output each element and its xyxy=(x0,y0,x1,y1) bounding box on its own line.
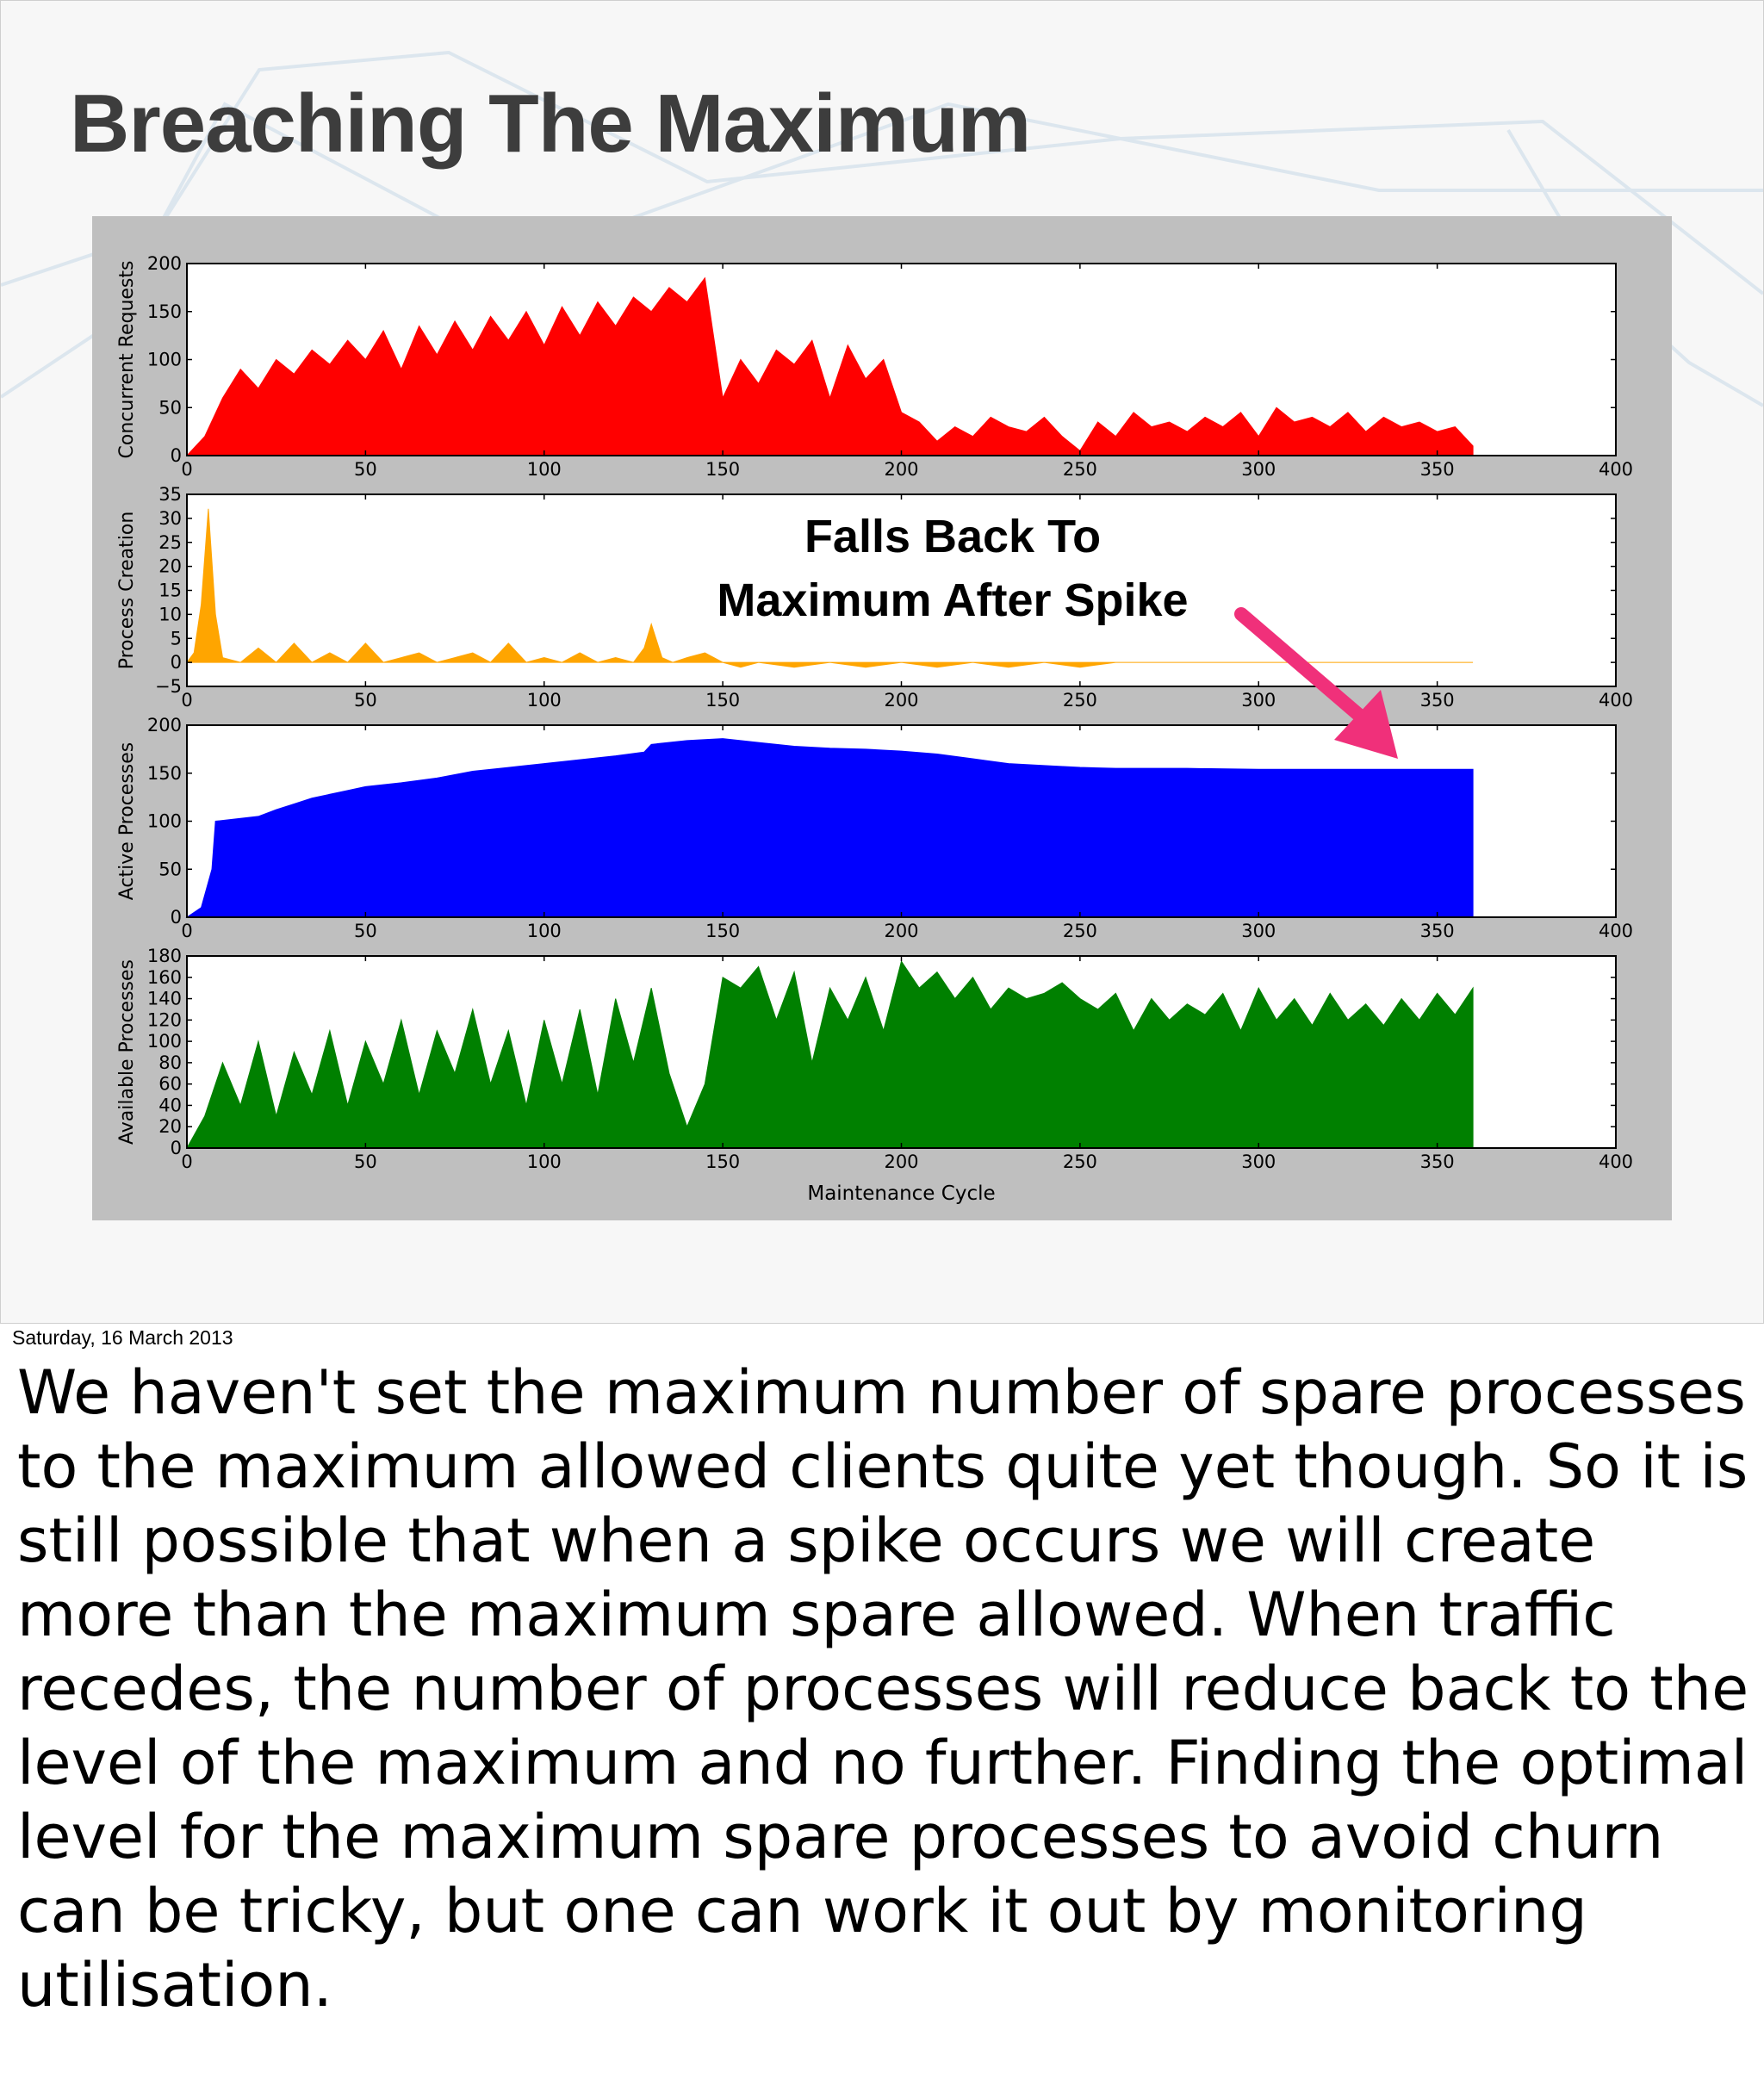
x-tick-label: 250 xyxy=(1063,921,1097,941)
x-tick-label: 150 xyxy=(705,459,740,480)
y-tick-label: 200 xyxy=(147,253,182,274)
y-tick-label: 25 xyxy=(158,532,182,553)
x-tick-label: 400 xyxy=(1599,690,1633,711)
x-tick-label: 50 xyxy=(354,690,377,711)
y-tick-label: 15 xyxy=(158,580,182,601)
x-tick-label: 300 xyxy=(1241,690,1276,711)
y-tick-label: 150 xyxy=(147,763,182,784)
x-tick-label: 300 xyxy=(1241,459,1276,480)
x-tick-label: 200 xyxy=(884,459,918,480)
x-tick-label: 400 xyxy=(1599,1151,1633,1172)
x-tick-label: 200 xyxy=(884,921,918,941)
y-tick-label: 120 xyxy=(147,1009,182,1030)
y-tick-label: 0 xyxy=(171,1138,182,1158)
y-tick-label: 10 xyxy=(158,604,182,624)
y-tick-label: 5 xyxy=(171,628,182,649)
x-tick-label: 150 xyxy=(705,1151,740,1172)
y-tick-label: 30 xyxy=(158,508,182,529)
y-tick-label: 160 xyxy=(147,967,182,988)
x-tick-label: 250 xyxy=(1063,1151,1097,1172)
x-tick-label: 350 xyxy=(1420,1151,1455,1172)
y-axis-label: Concurrent Requests xyxy=(116,261,138,459)
callout-line-1: Falls Back To xyxy=(804,511,1102,562)
x-tick-label: 350 xyxy=(1420,690,1455,711)
y-tick-label: 0 xyxy=(171,445,182,466)
x-tick-label: 200 xyxy=(884,1151,918,1172)
y-tick-label: 0 xyxy=(171,652,182,673)
x-tick-label: 350 xyxy=(1420,459,1455,480)
chart-svg: 0 50 100 150 200 250 300 350 400050100150200Conc… xyxy=(116,253,1633,1205)
x-tick-label: 250 xyxy=(1063,459,1097,480)
x-tick-label: 0 xyxy=(181,690,192,711)
x-tick-label: 300 xyxy=(1241,921,1276,941)
plot-area xyxy=(187,494,1616,686)
x-tick-label: 50 xyxy=(354,921,377,941)
x-tick-label: 100 xyxy=(527,459,562,480)
x-tick-label: 150 xyxy=(705,690,740,711)
x-tick-label: 150 xyxy=(705,921,740,941)
y-tick-label: 20 xyxy=(158,556,182,577)
x-tick-label: 50 xyxy=(354,1151,377,1172)
speaker-notes: We haven't set the maximum number of spa… xyxy=(17,1357,1749,2020)
y-tick-label: 40 xyxy=(158,1095,182,1115)
x-tick-label: 300 xyxy=(1241,1151,1276,1172)
x-tick-label: 400 xyxy=(1599,921,1633,941)
x-tick-label: 200 xyxy=(884,690,918,711)
x-tick-label: 100 xyxy=(527,690,562,711)
y-tick-label: 140 xyxy=(147,989,182,1009)
date-label: Saturday, 16 March 2013 xyxy=(12,1326,233,1349)
slide-title: Breaching The Maximum xyxy=(70,78,1031,170)
y-tick-label: 20 xyxy=(158,1116,182,1137)
x-tick-label: 250 xyxy=(1063,690,1097,711)
x-tick-label: 0 xyxy=(181,921,192,941)
x-tick-label: 100 xyxy=(527,921,562,941)
callout-annotation: Falls Back To Maximum After Spike xyxy=(638,505,1267,632)
series-area xyxy=(185,738,1474,918)
x-axis-label: Maintenance Cycle xyxy=(807,1182,995,1205)
x-tick-label: 350 xyxy=(1420,921,1455,941)
y-axis-label: Active Processes xyxy=(116,742,138,901)
slide: Breaching The Maximum 0 50 100 150 200 250 300… xyxy=(0,0,1764,1324)
y-tick-label: 80 xyxy=(158,1052,182,1073)
x-tick-label: 400 xyxy=(1599,459,1633,480)
y-tick-label: 60 xyxy=(158,1074,182,1095)
chart-figure: 0 50 100 150 200 250 300 350 400 0 50 100 150 200 Conc… xyxy=(92,216,1672,1220)
y-tick-label: 100 xyxy=(147,811,182,832)
y-tick-label: 150 xyxy=(147,301,182,322)
y-tick-label: 35 xyxy=(158,484,182,505)
y-tick-label: 100 xyxy=(147,1031,182,1052)
series-area xyxy=(186,959,1474,1149)
y-tick-label: 50 xyxy=(158,397,182,418)
x-tick-label: 50 xyxy=(354,459,377,480)
y-axis-label: Process Creation xyxy=(116,512,138,670)
x-tick-label: 100 xyxy=(527,1151,562,1172)
y-tick-label: 50 xyxy=(158,859,182,879)
series-area xyxy=(185,276,1474,456)
y-tick-label: 200 xyxy=(147,715,182,736)
y-tick-label: 180 xyxy=(147,946,182,966)
x-tick-label: 0 xyxy=(181,459,192,480)
series-area xyxy=(186,508,1474,668)
x-tick-label: 0 xyxy=(181,1151,192,1172)
y-tick-label: 100 xyxy=(147,350,182,370)
y-tick-label: 0 xyxy=(171,907,182,928)
y-axis-label: Available Processes xyxy=(116,959,138,1145)
decor-line xyxy=(1,50,1763,295)
callout-line-2: Maximum After Spike xyxy=(717,574,1189,626)
y-tick-label: −5 xyxy=(155,676,182,697)
